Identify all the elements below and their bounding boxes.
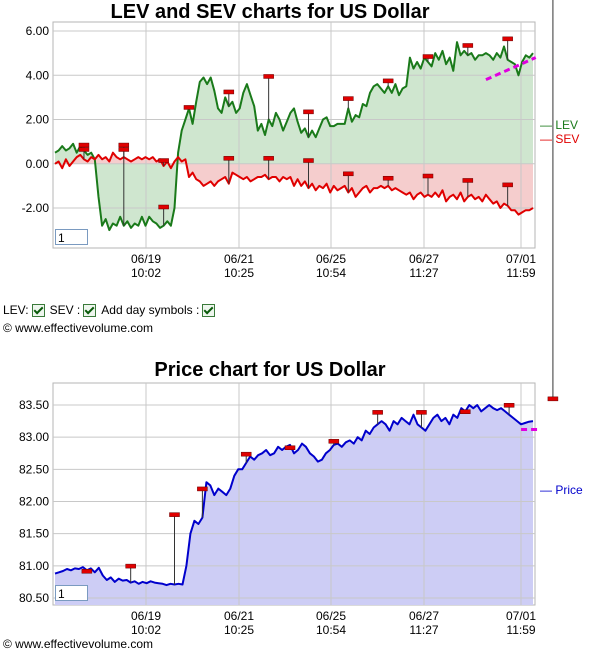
day-symbol — [284, 444, 296, 450]
x-tick-date: 06/19 — [131, 252, 161, 266]
trend-marker — [485, 56, 537, 82]
x-tick-date: 06/27 — [409, 609, 439, 623]
day-symbol — [169, 512, 180, 585]
x-tick-date: 07/01 — [506, 252, 536, 266]
day-symbol — [197, 486, 208, 518]
copyright-bottom: © www.effectivevolume.com — [3, 637, 154, 651]
x-tick-date: 06/25 — [316, 609, 346, 623]
x-tick-time: 10:02 — [131, 266, 161, 280]
sev-series-line — [54, 151, 534, 216]
day-symbol — [183, 105, 195, 110]
y-tick-label: 6.00 — [26, 24, 50, 38]
x-tick-time: 11:59 — [506, 623, 535, 637]
day-symbols-checkbox[interactable] — [202, 303, 216, 317]
lev-checkbox[interactable] — [31, 303, 45, 317]
y-tick-label: 4.00 — [26, 68, 50, 82]
day-symbol — [416, 410, 427, 428]
y-tick-label: 0.00 — [26, 157, 50, 171]
legend-lev: — LEV — [540, 118, 578, 132]
day-symbol — [547, 0, 559, 402]
day-symbol — [343, 96, 354, 109]
day-symbol — [263, 74, 274, 120]
price-series-line — [54, 404, 534, 587]
chart-controls: LEV: SEV : Add day symbols : — [3, 303, 217, 317]
lev-sev-chart: LEV and SEV charts for US Dollar 6.00 4.0… — [22, 1, 580, 280]
x-tick-time: 11:27 — [409, 266, 438, 280]
y-tick-label: 2.00 — [26, 113, 50, 127]
x-tick-date: 06/27 — [409, 252, 439, 266]
day-symbol — [460, 409, 471, 414]
x-tick-date: 06/25 — [316, 252, 346, 266]
day-symbol — [462, 43, 474, 56]
day-symbol — [503, 403, 515, 415]
day-symbols-label: Add day symbols : — [101, 303, 200, 317]
day-symbol — [328, 439, 340, 445]
day-symbol — [422, 173, 434, 195]
day-symbol — [158, 158, 169, 166]
day-symbol — [263, 156, 274, 180]
day-symbol — [422, 54, 434, 62]
y-tick-label: 82.50 — [19, 462, 49, 476]
lev-toggle-label: LEV: — [3, 303, 29, 317]
y-tick-label: 83.00 — [19, 430, 49, 444]
x-tick-time: 10:54 — [316, 623, 346, 637]
lev-sev-chart-title: LEV and SEV charts for US Dollar — [111, 1, 430, 23]
zoom-input-top[interactable]: 1 — [55, 229, 88, 245]
day-symbol — [372, 410, 383, 425]
price-chart: Price chart for US Dollar 83.50 83.00 82.5… — [19, 0, 583, 637]
sev-toggle-label: SEV : — [49, 303, 81, 317]
day-symbol — [343, 171, 354, 193]
day-symbol — [382, 175, 394, 186]
y-tick-label: 81.50 — [19, 527, 49, 541]
x-tick-time: 10:25 — [224, 623, 254, 637]
price-chart-title: Price chart for US Dollar — [154, 359, 385, 381]
y-tick-label: -2.00 — [22, 201, 50, 215]
x-tick-date: 07/01 — [506, 609, 536, 623]
day-symbol — [125, 563, 136, 583]
y-tick-label: 81.00 — [19, 559, 49, 573]
day-symbol — [81, 569, 93, 574]
x-tick-time: 11:59 — [506, 266, 535, 280]
sev-checkbox[interactable] — [83, 303, 97, 317]
legend-sev: — SEV — [540, 132, 579, 146]
day-symbol — [303, 109, 314, 138]
day-symbol — [462, 178, 474, 197]
day-symbol — [118, 142, 130, 226]
x-tick-time: 10:02 — [131, 623, 161, 637]
x-tick-date: 06/21 — [224, 252, 254, 266]
price-area-fill — [55, 405, 533, 605]
day-symbol — [223, 89, 235, 107]
x-tick-time: 10:25 — [224, 266, 254, 280]
x-tick-time: 10:54 — [316, 266, 346, 280]
x-tick-time: 11:27 — [409, 623, 438, 637]
x-tick-date: 06/21 — [224, 609, 254, 623]
day-symbol — [78, 147, 90, 160]
day-symbol — [223, 156, 235, 184]
x-tick-date: 06/19 — [131, 609, 161, 623]
lev-series-line — [54, 41, 534, 232]
day-symbol — [158, 204, 169, 226]
legend-price: — Price — [540, 483, 583, 497]
day-symbol — [118, 147, 130, 158]
day-symbol — [303, 158, 314, 189]
day-symbol — [502, 182, 513, 206]
y-tick-label: 80.50 — [19, 591, 49, 605]
day-symbol — [502, 36, 513, 60]
lev-area-fill — [55, 42, 533, 231]
day-symbol — [240, 451, 252, 463]
zoom-input-bottom[interactable]: 1 — [55, 585, 88, 601]
day-symbol — [382, 78, 394, 87]
y-tick-label: 82.00 — [19, 495, 49, 509]
copyright-top: © www.effectivevolume.com — [3, 321, 154, 335]
y-tick-label: 83.50 — [19, 398, 49, 412]
